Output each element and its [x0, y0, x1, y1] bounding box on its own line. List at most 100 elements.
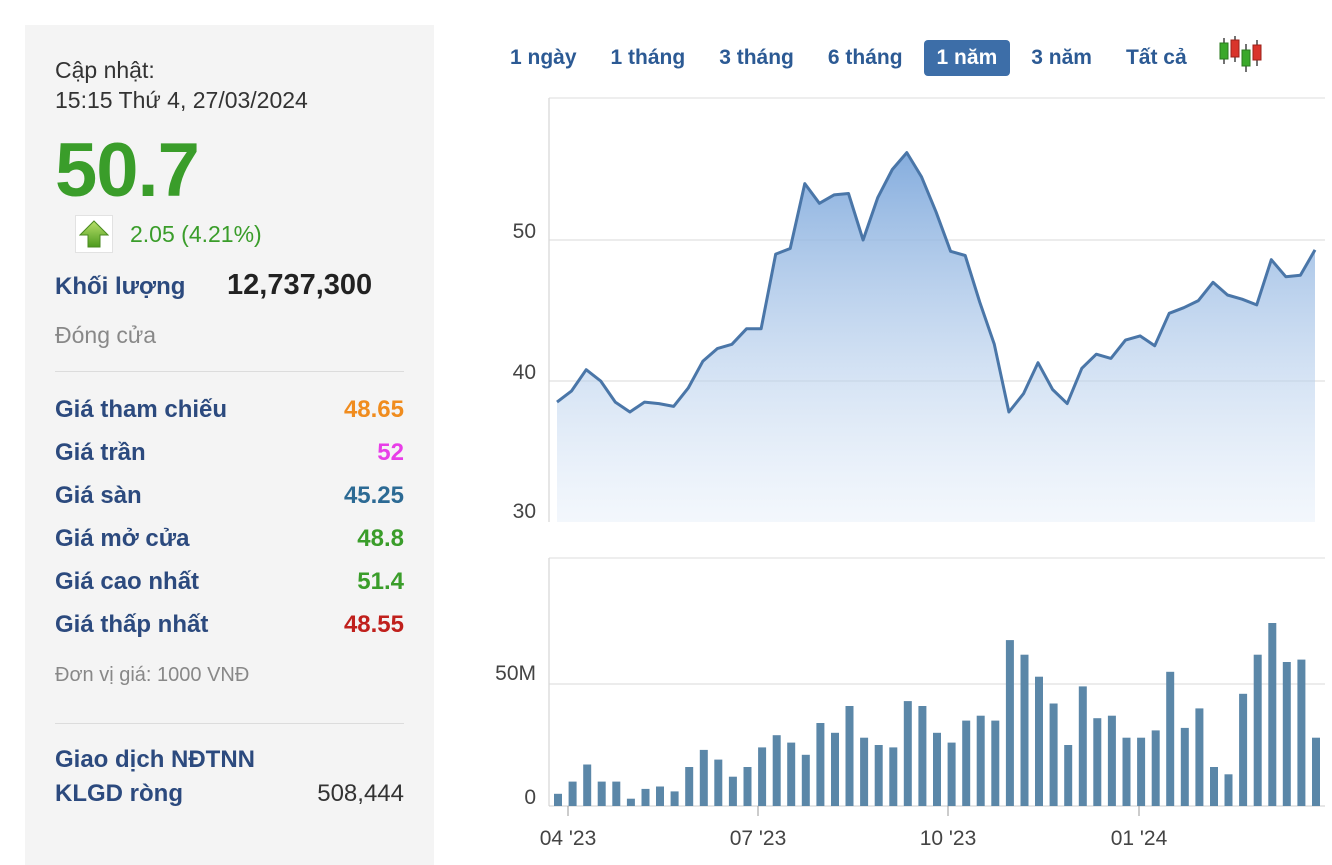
volume-value: 12,737,300 [227, 269, 373, 301]
volume-bar [1195, 708, 1204, 806]
volume-bar [772, 735, 781, 806]
price-change: 2.05 (4.21%) [130, 220, 262, 247]
stat-label: Giá mở cửa [55, 524, 190, 552]
volume-bar [1282, 662, 1291, 806]
stat-label: Giá tham chiếu [55, 395, 228, 423]
volume-bar [1253, 654, 1262, 806]
stat-value: 51.4 [357, 567, 404, 595]
y-tick-label: 40 [513, 361, 536, 384]
volume-bar [874, 745, 883, 806]
stat-value: 45.25 [343, 481, 404, 509]
volume-bar [1020, 654, 1029, 806]
volume-bar [816, 723, 825, 806]
stat-label: Giá sàn [55, 481, 142, 509]
stock-info-panel: Cập nhật: 15:15 Thứ 4, 27/03/2024 50.7 2… [25, 25, 434, 865]
update-time: 15:15 Thứ 4, 27/03/2024 [55, 87, 308, 113]
market-status: Đóng cửa [55, 322, 157, 348]
volume-bar [933, 732, 941, 806]
time-range-tabs: 1 ngày 1 tháng 3 tháng 6 tháng 1 năm 3 năm Tất… [497, 40, 1208, 76]
volume-bar [1064, 745, 1073, 806]
volume-bar [1180, 727, 1189, 806]
volume-bar [1224, 774, 1233, 806]
volume-bar [787, 742, 796, 806]
volume-bar [1297, 659, 1306, 806]
volume-bar [976, 715, 985, 806]
volume-bar [1312, 737, 1320, 806]
stat-value: 48.65 [343, 395, 404, 423]
range-tab[interactable]: 1 tháng [610, 46, 686, 69]
range-tab[interactable]: Tất cả [1125, 46, 1187, 69]
volume-bar [903, 701, 912, 806]
foreign-net-volume-label: KLGD ròng [55, 780, 183, 807]
y-tick-label: 30 [513, 500, 536, 523]
volume-bar [1239, 693, 1248, 806]
volume-bar [1166, 671, 1175, 806]
stat-row: Giá trần 52 [55, 431, 404, 474]
x-tick-label: 01 '24 [1111, 827, 1168, 850]
up-arrow-icon [75, 215, 113, 253]
x-tick-label: 10 '23 [920, 827, 977, 850]
candlestick-icon[interactable] [1218, 34, 1262, 74]
divider [55, 723, 404, 724]
volume-bar [641, 788, 650, 806]
y-tick-label: 50 [513, 220, 536, 243]
volume-bar [597, 781, 606, 806]
volume-bar [1137, 737, 1146, 806]
stat-row: Giá sàn 45.25 [55, 474, 404, 517]
x-tick-label: 04 '23 [540, 827, 597, 850]
volume-bar [860, 737, 869, 806]
volume-bar [554, 793, 562, 806]
volume-bar [991, 720, 1000, 806]
volume-bar [743, 767, 752, 806]
volume-bar-chart: 0 50M 04 '23 07 '23 10 '23 01 '24 [495, 557, 1325, 850]
stat-row: Giá thấp nhất 48.55 [55, 603, 404, 646]
volume-bar [1122, 737, 1131, 806]
current-price: 50.7 [55, 128, 200, 213]
stat-label: Giá trần [55, 438, 146, 466]
foreign-net-volume-value: 508,444 [317, 780, 404, 807]
x-tick-label: 07 '23 [730, 827, 787, 850]
volume-bar [583, 764, 592, 806]
volume-bar [728, 776, 737, 806]
volume-bar [1049, 703, 1058, 806]
volume-bar [1005, 640, 1014, 806]
divider [55, 371, 404, 372]
foreign-trading-title: Giao dịch NĐTNN [55, 746, 256, 773]
price-area-fill [557, 152, 1315, 522]
price-line [556, 151, 1317, 414]
y-tick-label: 0 [524, 786, 536, 809]
volume-bar [918, 706, 927, 806]
volume-bar [568, 781, 577, 806]
volume-bar [714, 759, 723, 806]
stat-row: Giá mở cửa 48.8 [55, 517, 404, 560]
price-unit-note: Đơn vị giá: 1000 VNĐ [55, 664, 250, 686]
volume-bar [1107, 715, 1116, 806]
volume-bar [845, 706, 854, 806]
volume-bar [699, 749, 708, 806]
volume-bar [947, 742, 956, 806]
range-tab[interactable]: 1 năm [923, 40, 1011, 76]
volume-label: Khối lượng [55, 273, 186, 300]
range-tab[interactable]: 1 ngày [510, 46, 577, 69]
stat-label: Giá cao nhất [55, 567, 200, 595]
volume-bar [889, 747, 898, 806]
range-tab[interactable]: 3 tháng [719, 46, 794, 69]
foreign-net-volume-row: KLGD ròng 508,444 [55, 780, 404, 808]
volume-bar [626, 798, 635, 806]
range-tab[interactable]: 6 tháng [827, 46, 903, 69]
volume-bar [1093, 718, 1102, 806]
stat-value: 52 [377, 438, 404, 466]
volume-bar [758, 747, 767, 806]
update-label: Cập nhật: [55, 57, 155, 83]
stat-value: 48.55 [343, 610, 404, 638]
price-change-row: 2.05 (4.21%) [75, 215, 404, 253]
y-tick-label: 50M [495, 662, 536, 685]
volume-bar [1210, 767, 1218, 806]
volume-bar [1035, 676, 1043, 806]
volume-bar [612, 781, 621, 806]
stat-row: Giá cao nhất 51.4 [55, 560, 404, 603]
stat-row: Giá tham chiếu 48.65 [55, 388, 404, 431]
price-area-chart: 30 40 50 [513, 97, 1325, 523]
range-tab[interactable]: 3 năm [1031, 46, 1092, 69]
